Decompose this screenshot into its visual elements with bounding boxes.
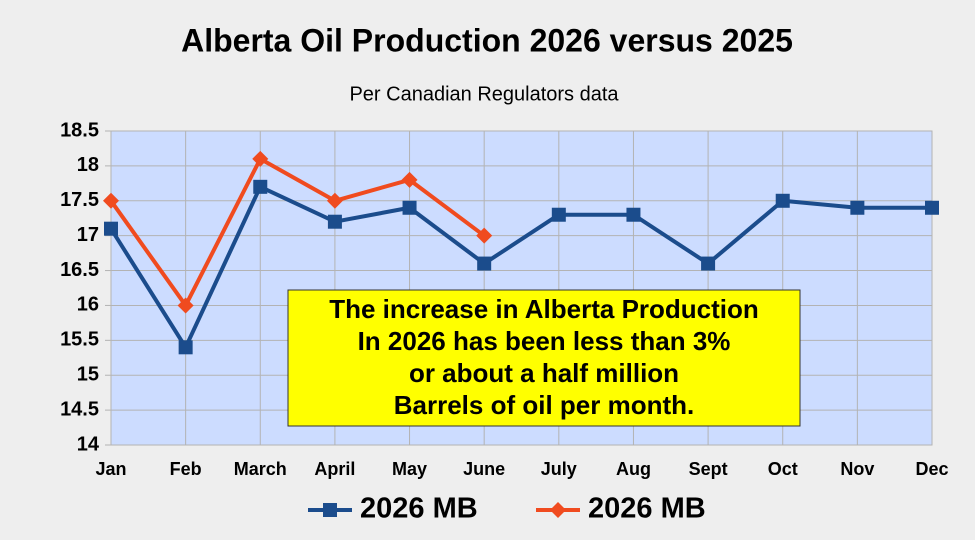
x-tick-label: Feb bbox=[170, 459, 202, 479]
y-tick-label: 14 bbox=[77, 433, 100, 455]
y-tick-label: 16 bbox=[77, 294, 99, 316]
series-line bbox=[109, 184, 932, 350]
x-tick-label: Oct bbox=[768, 459, 798, 479]
y-tick-label: 18.5 bbox=[60, 119, 99, 141]
y-tick-label: 17 bbox=[77, 224, 99, 246]
data-point bbox=[177, 297, 194, 314]
legend-marker bbox=[323, 503, 337, 517]
data-point bbox=[252, 150, 269, 167]
data-point bbox=[626, 207, 641, 222]
legend-label: 2026 MB bbox=[360, 493, 478, 525]
legend-marker bbox=[550, 502, 566, 518]
data-point bbox=[402, 200, 417, 215]
y-tick-label: 17.5 bbox=[60, 189, 99, 211]
annotation-box bbox=[287, 289, 801, 427]
data-point bbox=[701, 256, 716, 271]
x-tick-label: May bbox=[392, 459, 427, 479]
data-point bbox=[925, 200, 939, 215]
y-tick-label: 16.5 bbox=[60, 259, 99, 281]
x-tick-label: Jan bbox=[95, 459, 126, 479]
annotation-text: Barrels of oil per month. bbox=[394, 390, 695, 420]
y-tick-label: 14.5 bbox=[60, 398, 99, 420]
annotation-text: or about a half million bbox=[409, 358, 679, 388]
x-tick-label: Dec bbox=[915, 459, 948, 479]
legend-label: 2026 MB bbox=[588, 493, 706, 525]
data-point bbox=[327, 214, 342, 229]
x-tick-label: Aug bbox=[616, 459, 651, 479]
y-tick-label: 18 bbox=[77, 154, 99, 176]
data-point bbox=[103, 192, 119, 209]
x-tick-label: Sept bbox=[689, 459, 728, 479]
data-point bbox=[401, 171, 418, 188]
x-tick-label: July bbox=[541, 459, 577, 479]
data-point bbox=[178, 340, 193, 355]
chart-subtitle: Per Canadian Regulators data bbox=[349, 83, 619, 105]
data-point bbox=[775, 193, 790, 208]
x-tick-label: March bbox=[234, 459, 287, 479]
y-tick-label: 15.5 bbox=[60, 329, 99, 351]
x-tick-label: April bbox=[314, 459, 355, 479]
x-tick-label: June bbox=[463, 459, 505, 479]
data-point bbox=[551, 207, 566, 222]
plot-border bbox=[110, 130, 933, 446]
data-point bbox=[253, 179, 268, 194]
data-point bbox=[326, 192, 343, 209]
series-line bbox=[109, 156, 486, 308]
data-point bbox=[104, 221, 118, 236]
y-tick-label: 15 bbox=[77, 364, 99, 386]
annotation-text: The increase in Alberta Production bbox=[329, 294, 759, 324]
annotation-text: In 2026 has been less than 3% bbox=[358, 326, 731, 356]
chart-title: Alberta Oil Production 2026 versus 2025 bbox=[181, 22, 793, 58]
data-point bbox=[476, 227, 493, 244]
data-point bbox=[477, 256, 492, 271]
x-tick-label: Nov bbox=[840, 459, 874, 479]
data-point bbox=[850, 200, 865, 215]
